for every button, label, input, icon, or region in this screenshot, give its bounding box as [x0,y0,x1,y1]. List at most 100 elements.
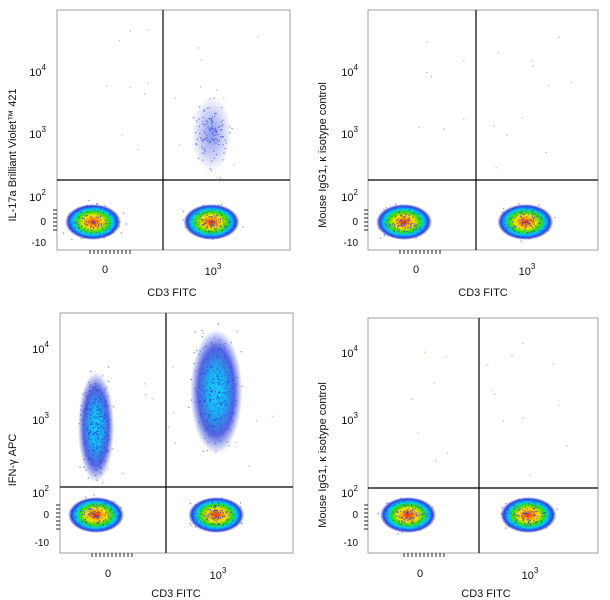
event-dot [218,524,220,526]
event-dot [385,510,387,512]
event-dot [527,522,529,524]
event-dot [129,30,132,32]
event-dot [213,351,215,353]
event-dot [222,515,224,517]
event-dot [147,82,149,85]
event-dot [202,521,205,524]
event-dot [207,508,210,511]
event-dot [209,398,212,400]
event-dot [92,503,95,505]
event-dot [521,219,523,222]
event-dot [213,418,215,421]
event-dot [105,416,108,418]
event-dot [84,519,86,521]
event-dot [517,515,519,517]
event-dot [215,516,218,518]
event-dot [107,512,109,515]
event-dot [199,353,201,355]
event-dot [507,509,510,511]
event-dot [89,524,91,526]
event-dot [229,231,231,234]
event-dot [403,224,405,226]
event-dot [212,379,214,381]
event-dot [236,331,238,333]
event-dot [222,525,224,527]
event-dot [521,211,523,214]
event-dot [87,228,89,231]
event-dot [206,420,209,423]
event-dot [90,232,92,235]
event-dot [535,510,537,513]
event-dot [204,430,206,432]
y-tick-label: -10 [32,238,47,249]
event-dot [205,123,208,125]
event-dot [543,220,545,222]
event-dot [214,138,216,140]
event-dot [410,512,412,514]
event-dot [425,505,428,507]
event-dot [93,469,96,471]
event-dot [506,223,509,226]
event-dot [395,515,397,517]
event-dot [530,218,533,221]
event-dot [405,517,407,520]
event-dot [532,219,534,222]
event-dot [113,214,115,216]
event-dot [237,508,240,510]
event-dot [108,233,111,236]
event-dot [396,222,398,225]
event-dot [226,381,229,384]
event-dot [199,386,201,389]
event-dot [523,528,525,530]
event-dot [537,210,540,213]
event-dot [219,177,222,179]
event-dot [83,237,85,239]
event-dot [102,438,104,440]
event-dot [82,410,84,412]
event-dot [211,391,213,393]
event-dot [204,515,206,517]
event-dot [521,117,523,119]
event-dot [406,512,408,514]
event-dot [216,519,219,521]
event-dot [404,220,406,222]
event-dot [218,339,220,341]
event-dot [508,218,511,220]
event-dot [70,224,73,227]
event-dot [104,414,106,417]
event-dot [231,412,234,414]
event-dot [215,112,217,115]
event-dot [532,526,535,529]
event-dot [544,515,547,517]
event-dot [227,377,229,379]
event-dot [103,416,105,418]
event-dot [406,230,408,233]
event-dot [219,370,221,372]
event-dot [222,391,224,394]
event-dot [406,515,408,517]
event-dot [88,199,90,202]
event-dot [222,383,225,385]
event-dot [407,501,409,504]
event-dot [211,517,213,520]
event-dot [534,234,536,236]
plot-frame [59,312,294,554]
event-dot [224,392,227,394]
event-dot [415,525,417,527]
event-dots [70,323,274,532]
event-dot [412,519,414,521]
event-dot [220,424,223,427]
event-dot [88,450,90,452]
event-dot [418,514,420,516]
event-dot [214,228,216,230]
event-dot [225,362,227,364]
event-dot [399,523,401,525]
event-dot [204,437,206,440]
event-dot [216,374,219,376]
event-dot [211,366,213,369]
event-dot [83,459,85,461]
event-dot [398,516,401,518]
event-dot [95,441,98,444]
event-dot [101,444,104,446]
event-dot [213,214,215,217]
